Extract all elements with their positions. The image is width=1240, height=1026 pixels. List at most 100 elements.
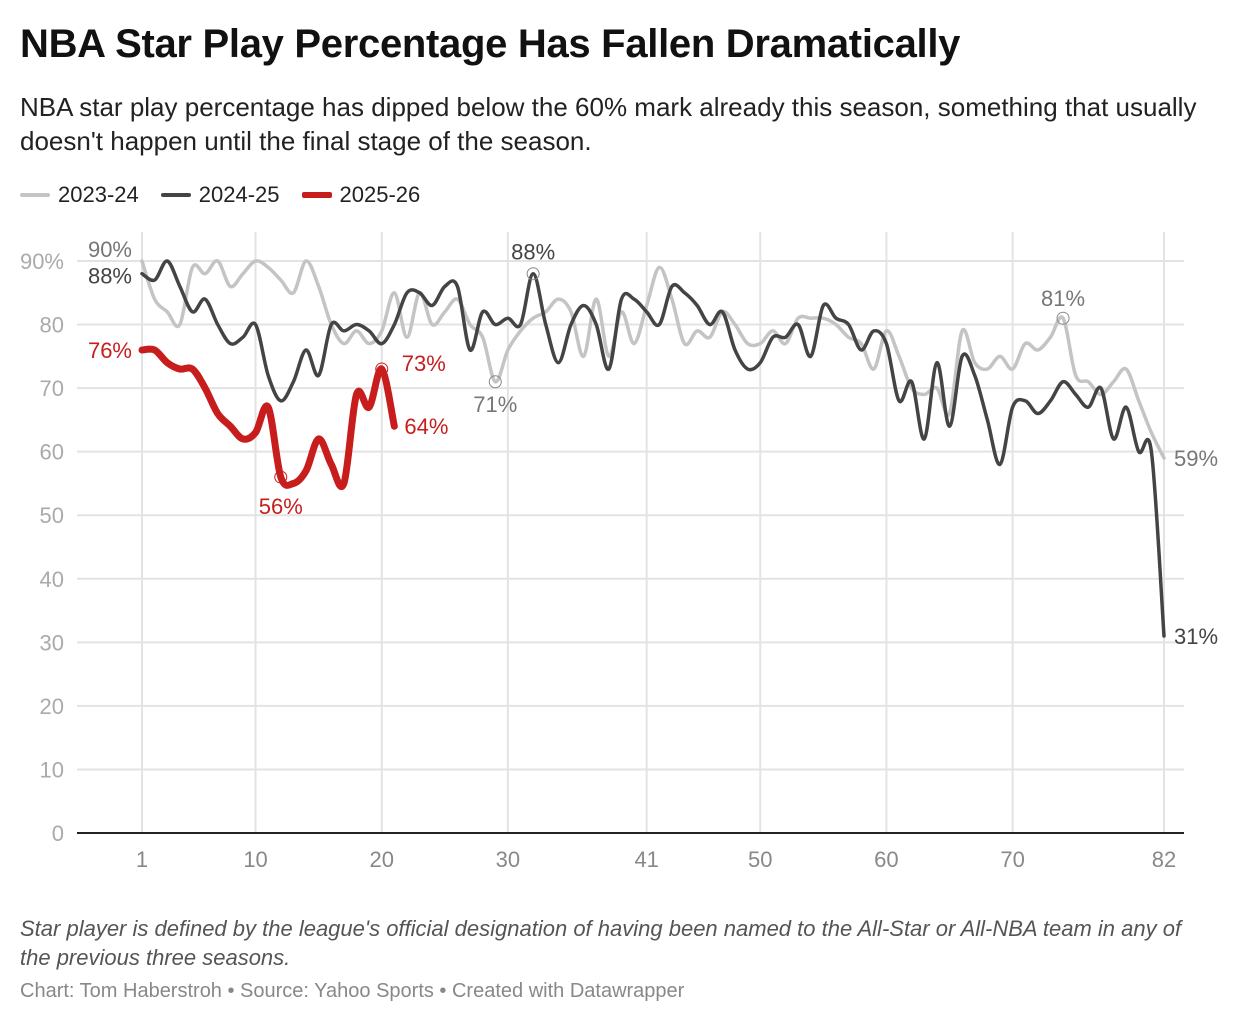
data-point bbox=[807, 314, 815, 322]
data-point bbox=[857, 346, 865, 354]
data-point bbox=[1034, 410, 1042, 418]
data-point bbox=[756, 359, 764, 367]
data-point bbox=[996, 460, 1004, 468]
chart-credit: Chart: Tom Haberstroh • Source: Yahoo Sp… bbox=[20, 980, 685, 1002]
data-label: 31% bbox=[1174, 624, 1218, 649]
data-point bbox=[315, 282, 323, 290]
data-point bbox=[277, 397, 285, 405]
data-point bbox=[327, 321, 335, 329]
data-point bbox=[1110, 435, 1118, 443]
annotation-marker bbox=[375, 362, 389, 376]
data-point bbox=[971, 371, 979, 379]
data-point bbox=[138, 346, 146, 354]
data-point bbox=[1097, 384, 1105, 392]
data-point bbox=[151, 346, 159, 354]
annotation-marker bbox=[274, 470, 288, 484]
data-point bbox=[340, 340, 348, 348]
data-point bbox=[1160, 454, 1168, 462]
data-point bbox=[479, 333, 487, 341]
x-tick-label: 30 bbox=[496, 847, 520, 872]
data-point bbox=[352, 390, 360, 398]
data-point bbox=[946, 422, 954, 430]
data-point bbox=[188, 263, 196, 271]
data-point bbox=[302, 346, 310, 354]
data-point bbox=[390, 422, 398, 430]
y-tick-label: 30 bbox=[40, 630, 64, 655]
data-point bbox=[453, 282, 461, 290]
x-tick-label: 60 bbox=[874, 847, 898, 872]
data-point bbox=[1021, 340, 1029, 348]
data-point bbox=[214, 321, 222, 329]
data-point bbox=[390, 289, 398, 297]
data-point bbox=[542, 321, 550, 329]
legend: 2023-24 2024-25 2025-26 bbox=[20, 182, 420, 208]
data-point bbox=[491, 378, 499, 386]
legend-swatch bbox=[160, 193, 191, 197]
data-point bbox=[1072, 371, 1080, 379]
data-point bbox=[706, 321, 714, 329]
data-point bbox=[441, 282, 449, 290]
data-point bbox=[188, 308, 196, 316]
data-point bbox=[1059, 378, 1067, 386]
data-point bbox=[390, 321, 398, 329]
y-tick-label: 90% bbox=[20, 249, 64, 274]
data-point bbox=[1046, 397, 1054, 405]
data-point bbox=[895, 352, 903, 360]
legend-swatch bbox=[20, 193, 50, 197]
data-label: 71% bbox=[473, 392, 517, 417]
data-point bbox=[252, 429, 260, 437]
y-tick-label: 10 bbox=[40, 757, 64, 782]
data-point bbox=[1110, 378, 1118, 386]
data-point bbox=[441, 308, 449, 316]
data-point bbox=[668, 282, 676, 290]
series-line-2024-25 bbox=[140, 259, 1166, 638]
data-point bbox=[163, 308, 171, 316]
data-point bbox=[882, 327, 890, 335]
data-point bbox=[794, 321, 802, 329]
data-point bbox=[655, 263, 663, 271]
data-point bbox=[744, 340, 752, 348]
data-point bbox=[706, 333, 714, 341]
data-point bbox=[466, 346, 474, 354]
data-point bbox=[592, 321, 600, 329]
y-tick-label: 50 bbox=[40, 503, 64, 528]
annotation-marker bbox=[488, 375, 502, 389]
data-point bbox=[428, 321, 436, 329]
data-point bbox=[1147, 448, 1155, 456]
data-point bbox=[882, 340, 890, 348]
data-label: 73% bbox=[402, 351, 446, 376]
series-line-2025-26 bbox=[138, 345, 398, 490]
legend-label: 2025-26 bbox=[339, 182, 421, 207]
data-point bbox=[996, 352, 1004, 360]
x-tick-label: 1 bbox=[136, 847, 148, 872]
data-point bbox=[718, 308, 726, 316]
data-point bbox=[188, 365, 196, 373]
data-point bbox=[428, 301, 436, 309]
data-point bbox=[163, 257, 171, 265]
line-chart: 1 10 20 30 41 50 60 70 82 0 10 20 30 40 50 60 70 80 90% 90%… bbox=[20, 232, 1218, 872]
data-point bbox=[731, 346, 739, 354]
chart-notes: Star player is defined by the league's o… bbox=[20, 916, 1182, 970]
data-point bbox=[744, 365, 752, 373]
data-point bbox=[1122, 403, 1130, 411]
data-point bbox=[920, 435, 928, 443]
data-point bbox=[1009, 365, 1017, 373]
data-point bbox=[365, 327, 373, 335]
data-point bbox=[176, 282, 184, 290]
data-point bbox=[201, 384, 209, 392]
x-tick-label: 70 bbox=[1000, 847, 1024, 872]
x-tick-label: 41 bbox=[634, 847, 658, 872]
data-point bbox=[681, 340, 689, 348]
data-point bbox=[1147, 429, 1155, 437]
data-point bbox=[819, 301, 827, 309]
data-label: 64% bbox=[404, 414, 448, 439]
data-point bbox=[315, 371, 323, 379]
data-point bbox=[340, 327, 348, 335]
legend-item-2023-24: 2023-24 bbox=[20, 182, 139, 208]
data-point bbox=[378, 365, 386, 373]
y-tick-label: 70 bbox=[40, 376, 64, 401]
data-point bbox=[517, 321, 525, 329]
legend-swatch bbox=[301, 192, 332, 198]
data-point bbox=[264, 371, 272, 379]
legend-item-2024-25: 2024-25 bbox=[160, 182, 280, 208]
